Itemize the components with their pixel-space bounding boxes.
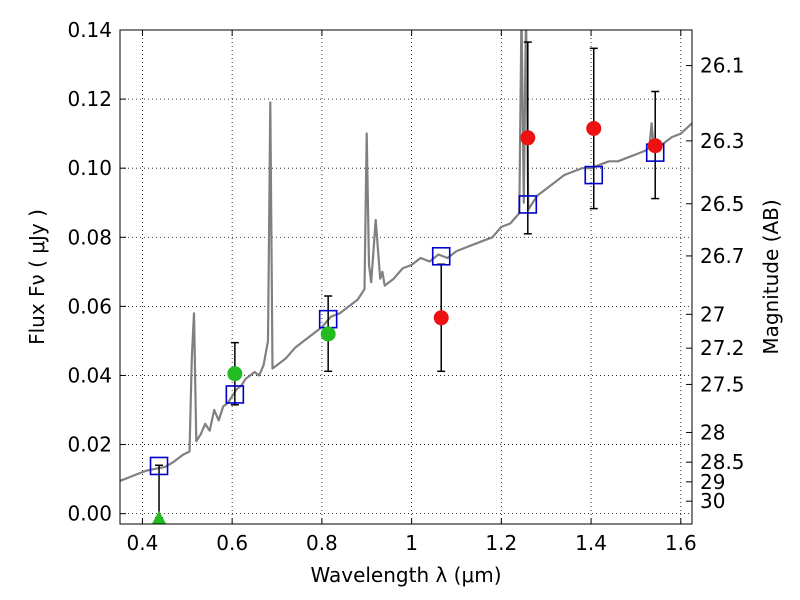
y-tick-label: 0.04 [67, 363, 112, 387]
mag-tick-label: 26.3 [700, 129, 745, 153]
y-tick-label: 0.12 [67, 87, 112, 111]
observed-point [227, 366, 243, 382]
model-point [225, 385, 245, 404]
observed-point [320, 326, 336, 342]
observed-point [520, 130, 536, 146]
y-axis-ticks: 0.00 0.02 0.04 0.06 0.08 0.10 0.12 0.14 [67, 18, 126, 526]
plot-area [120, 30, 692, 524]
model-point [431, 246, 451, 266]
mag-tick-label: 27.5 [700, 372, 745, 396]
mag-tick-label: 28 [700, 420, 725, 444]
observed-point [433, 310, 449, 326]
plot-frame [119, 29, 693, 525]
mag-tick-label: 26.5 [700, 192, 745, 216]
y-tick-label: 0.08 [67, 225, 112, 249]
x-tick-label: 0.8 [306, 531, 338, 555]
x-tick-label: 1.4 [575, 531, 607, 555]
model-spectrum-line [120, 30, 692, 482]
x-tick-label: 0.6 [216, 531, 248, 555]
y-tick-label: 0.06 [67, 294, 112, 318]
mag-tick-label: 29 [700, 470, 725, 494]
y-tick-label: 0.02 [67, 433, 112, 457]
model-point [584, 165, 604, 185]
x-axis-title: Wavelength λ (μm) [310, 563, 501, 587]
x-tick-label: 0.4 [127, 531, 159, 555]
mag-tick-label: 27 [700, 302, 725, 326]
observed-point [647, 138, 663, 154]
y-axis-title: Flux Fν ( μJy ) [25, 209, 49, 345]
model-point [149, 456, 169, 476]
x-tick-label: 1 [405, 531, 418, 555]
y-tick-label: 0.00 [67, 502, 112, 526]
mag-tick-label: 28.5 [700, 450, 745, 474]
upper-limit-point [152, 510, 167, 524]
model-point [518, 195, 538, 214]
mag-tick-label: 26.1 [700, 54, 745, 78]
mag-tick-label: 26.7 [700, 244, 745, 268]
data-markers [149, 120, 665, 524]
x-tick-label: 1.6 [665, 531, 697, 555]
mag-tick-label: 30 [700, 489, 725, 513]
mag-tick-label: 27.2 [700, 336, 745, 360]
observed-point [586, 120, 602, 136]
y-tick-label: 0.10 [67, 156, 112, 180]
x-axis-ticks: 0.4 0.6 0.8 1 1.2 1.4 1.6 [127, 30, 697, 555]
magnitude-axis-title: Magnitude (AB) [759, 199, 783, 354]
x-tick-label: 1.2 [485, 531, 517, 555]
y-tick-label: 0.14 [67, 18, 112, 42]
